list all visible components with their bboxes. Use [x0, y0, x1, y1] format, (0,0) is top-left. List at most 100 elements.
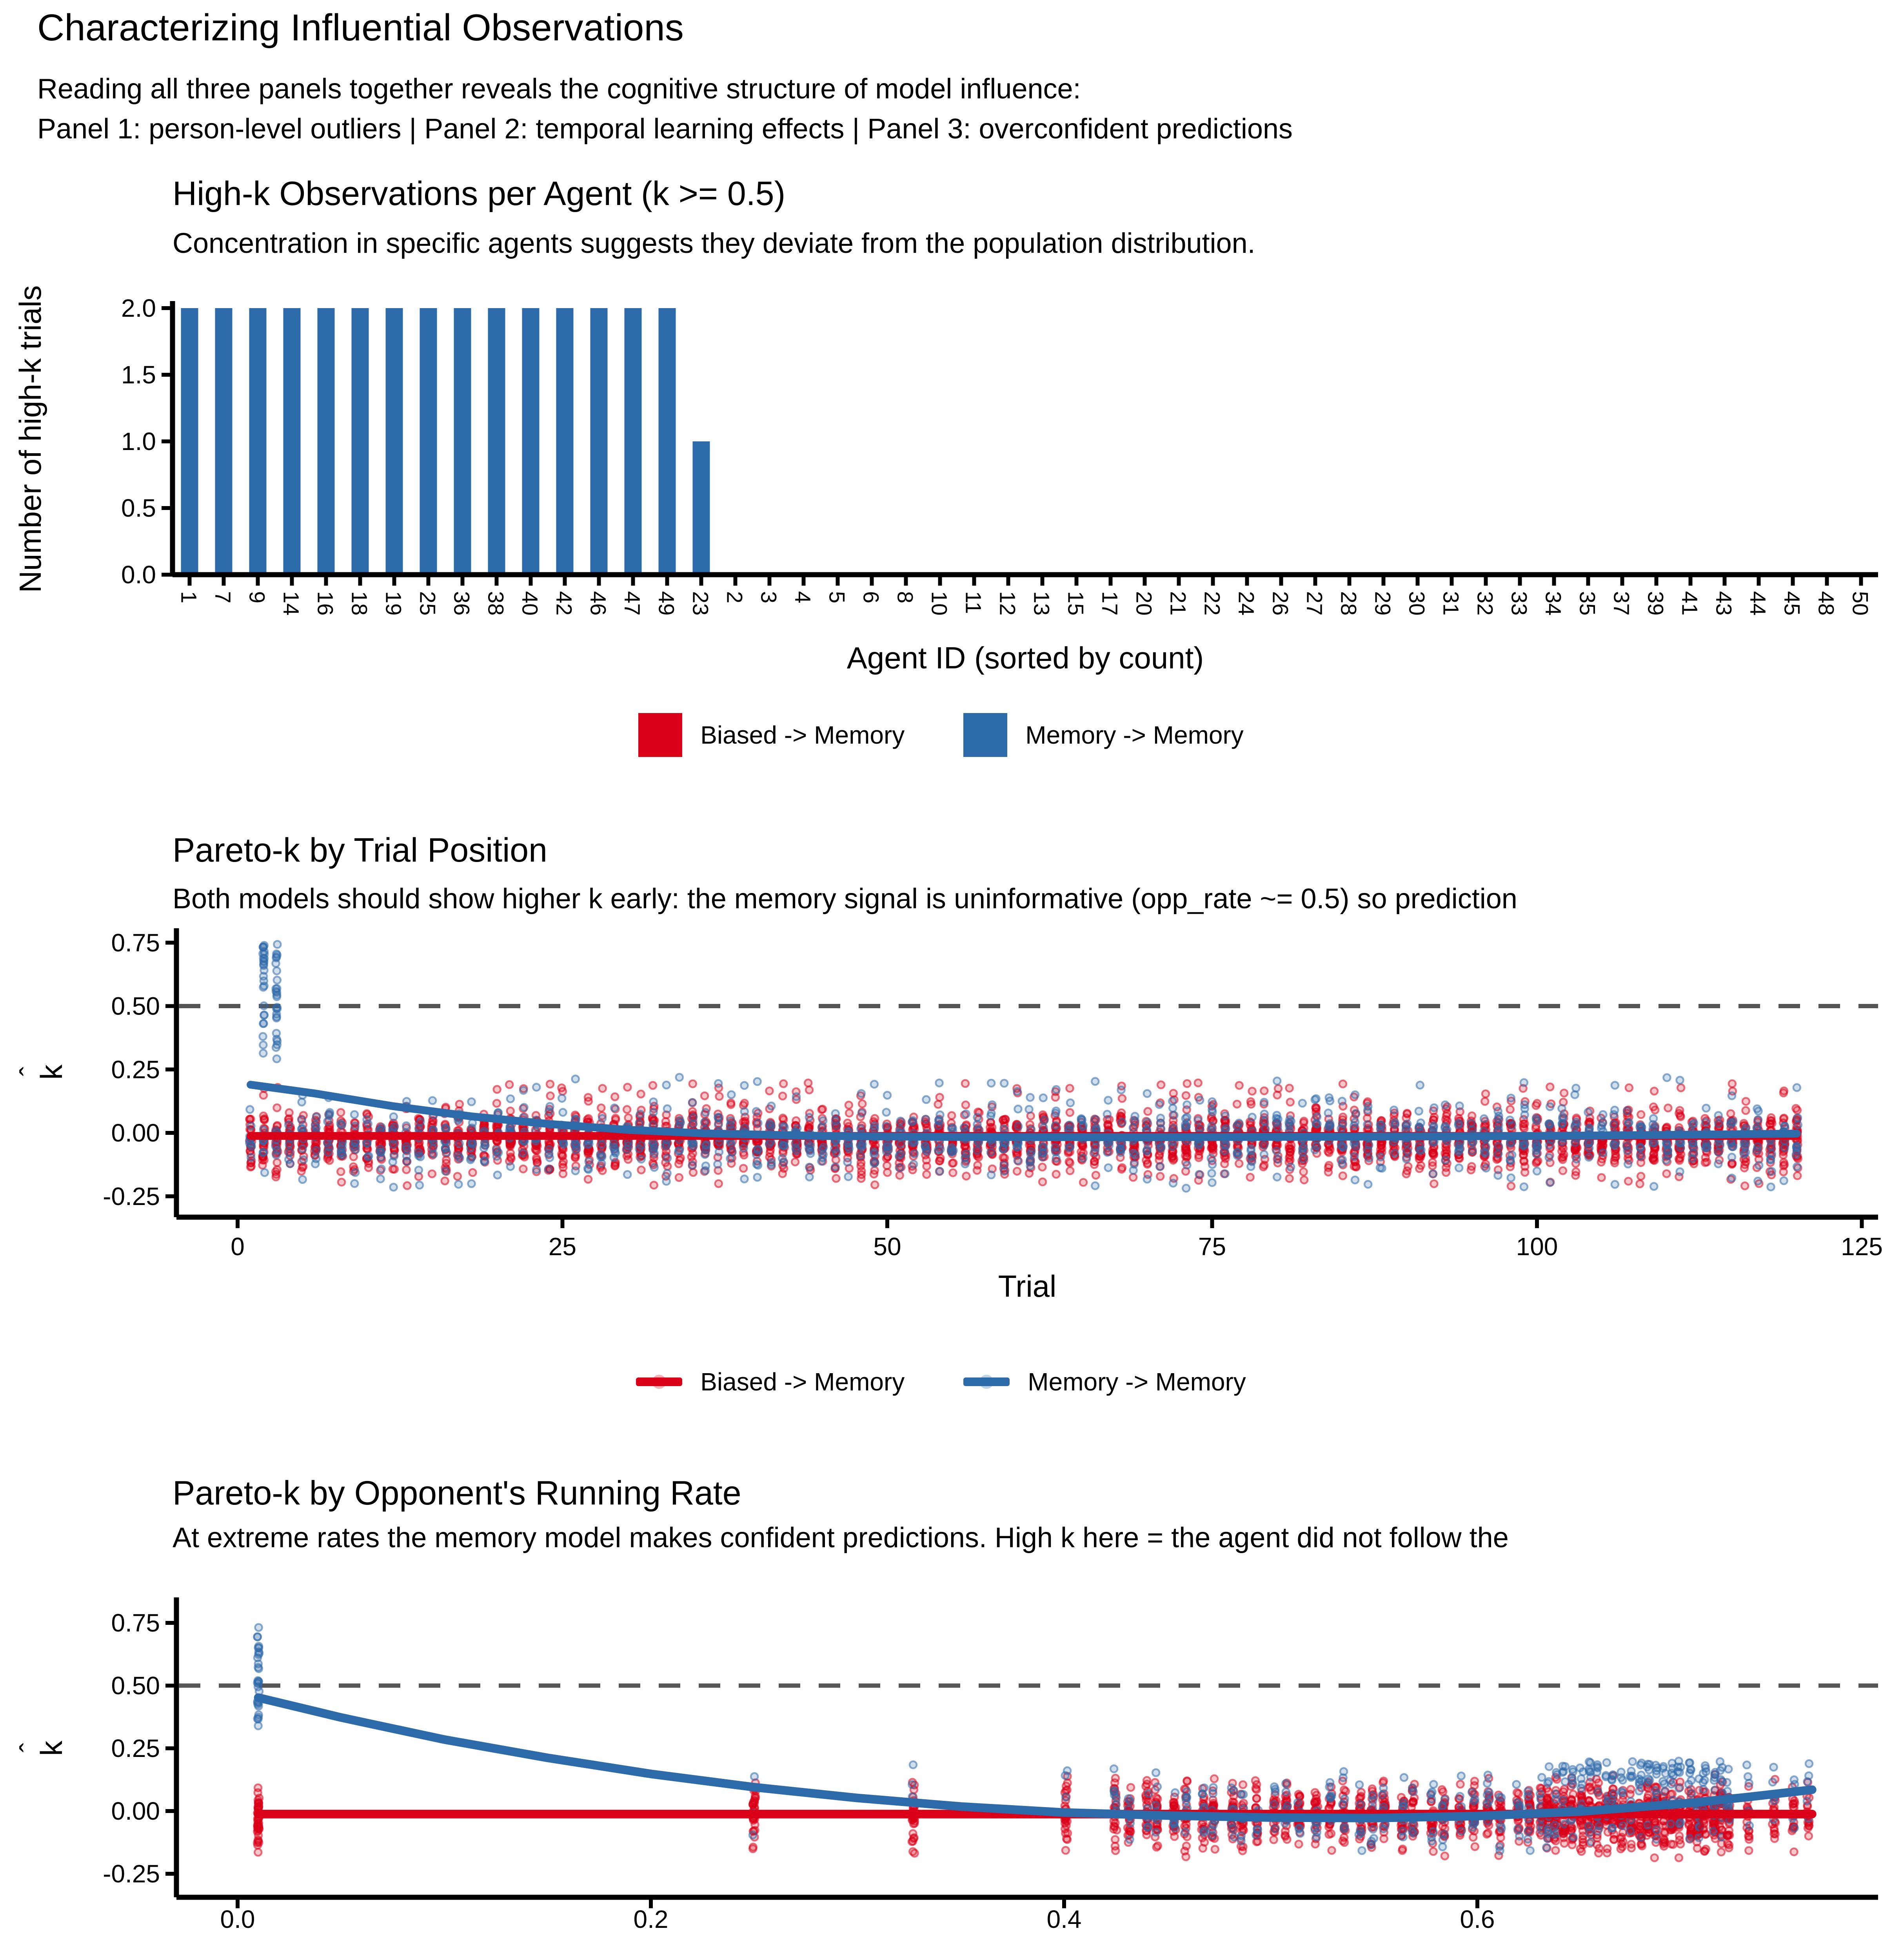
svg-text:37: 37	[1610, 591, 1634, 615]
legend-label: Memory -> Memory	[1028, 1368, 1246, 1396]
svg-text:39: 39	[1644, 591, 1668, 615]
svg-text:2.0: 2.0	[121, 294, 156, 322]
svg-text:23: 23	[688, 591, 713, 615]
svg-text:30: 30	[1405, 591, 1430, 615]
svg-text:10: 10	[927, 591, 952, 615]
svg-text:4: 4	[791, 591, 816, 603]
svg-text:0.50: 0.50	[111, 1671, 160, 1700]
svg-text:0.25: 0.25	[111, 1055, 160, 1083]
panel2-title: Pareto-k by Trial Position	[173, 831, 547, 869]
bar-agent-16	[317, 308, 335, 575]
svg-text:50: 50	[873, 1232, 901, 1261]
svg-text:1.0: 1.0	[121, 427, 156, 456]
svg-text:16: 16	[313, 591, 338, 615]
svg-text:42: 42	[552, 591, 577, 615]
bar-agent-23	[692, 441, 710, 575]
bar-agent-49	[658, 308, 676, 575]
svg-text:19: 19	[381, 591, 406, 615]
legend-item-red: Biased -> Memory	[638, 713, 905, 757]
svg-text:k: k	[34, 1064, 69, 1080]
bar-agent-47	[624, 308, 642, 575]
svg-text:0.5: 0.5	[121, 494, 156, 522]
svg-text:33: 33	[1507, 591, 1532, 615]
svg-text:29: 29	[1371, 591, 1395, 615]
svg-text:36: 36	[450, 591, 474, 615]
page-title: Characterizing Influential Observations	[37, 7, 684, 49]
svg-text:Trial: Trial	[998, 1269, 1057, 1303]
svg-text:49: 49	[654, 591, 679, 615]
panel1-legend: Biased -> Memory Memory -> Memory	[0, 710, 1882, 760]
svg-text:5: 5	[825, 591, 850, 603]
svg-text:0.4: 0.4	[1047, 1905, 1082, 1933]
svg-text:32: 32	[1473, 591, 1498, 615]
axes: kˆ0.750.500.250.00-0.250.00.20.40.6Oppon…	[15, 1597, 1878, 1960]
bar-agent-46	[590, 308, 608, 575]
axes: kˆ 0.75 0.50 0.25 0.00 -0.25 0 25 50 75 100 125 Tria…	[15, 928, 1882, 1303]
svg-text:0.75: 0.75	[111, 1609, 160, 1637]
svg-text:0: 0	[231, 1232, 245, 1261]
legend-item-blue: Memory -> Memory	[963, 1367, 1246, 1396]
svg-text:18: 18	[347, 591, 372, 615]
legend-key-line-red	[636, 1370, 683, 1394]
panel3-title: Pareto-k by Opponent's Running Rate	[173, 1474, 741, 1512]
svg-text:100: 100	[1516, 1232, 1558, 1261]
svg-text:28: 28	[1337, 591, 1361, 615]
svg-text:0.00: 0.00	[111, 1119, 160, 1147]
svg-text:0.0: 0.0	[121, 561, 156, 589]
svg-text:27: 27	[1303, 591, 1327, 615]
svg-text:Number of high-k trials: Number of high-k trials	[13, 285, 47, 593]
bar-agent-38	[488, 308, 505, 575]
page-subtitle-line1: Reading all three panels together reveal…	[37, 73, 1081, 105]
points	[245, 940, 1803, 1193]
svg-text:25: 25	[416, 591, 440, 615]
svg-text:17: 17	[1098, 591, 1123, 615]
x-axis: 1 7 9 14 16 18 19 25 36 38 40 42 46 47 49 23 2 3 4 5 6 8 10 11 1…	[173, 572, 1878, 675]
bar-agent-40	[522, 308, 540, 575]
bar-agent-9	[249, 308, 267, 575]
panel1-subtitle: Concentration in specific agents suggest…	[173, 228, 1255, 259]
panel2-legend: Biased -> Memory Memory -> Memory	[0, 1360, 1882, 1403]
panel3-subtitle: At extreme rates the memory model makes …	[173, 1522, 1509, 1553]
panel2-subtitle: Both models should show higher k early: …	[173, 883, 1517, 915]
svg-text:47: 47	[620, 591, 645, 615]
svg-text:14: 14	[279, 591, 304, 615]
bars	[181, 308, 710, 575]
svg-text:0.00: 0.00	[111, 1797, 160, 1825]
bar-agent-14	[283, 308, 301, 575]
svg-text:21: 21	[1166, 591, 1191, 615]
svg-text:41: 41	[1678, 591, 1702, 615]
bar-agent-1	[181, 308, 198, 575]
svg-text:1: 1	[177, 591, 202, 603]
svg-text:0.2: 0.2	[634, 1905, 669, 1933]
scatter-chart-pareto-k-by-trial: kˆ 0.75 0.50 0.25 0.00 -0.25 0 25 50 75 100 125 Tria…	[15, 928, 1882, 1303]
svg-text:24: 24	[1234, 591, 1259, 615]
svg-text:0.25: 0.25	[111, 1734, 160, 1762]
page-subtitle-line2: Panel 1: person-level outliers | Panel 2…	[37, 113, 1293, 145]
y-axis-label: kˆ	[15, 1740, 69, 1756]
smooth-lines	[254, 1693, 1817, 1822]
svg-text:ˆ: ˆ	[15, 1067, 46, 1076]
svg-text:11: 11	[961, 591, 986, 614]
bar-agent-19	[385, 308, 403, 575]
svg-text:8: 8	[893, 591, 918, 603]
svg-text:43: 43	[1712, 591, 1737, 615]
svg-text:75: 75	[1198, 1232, 1226, 1261]
svg-text:0.50: 0.50	[111, 992, 160, 1020]
svg-text:25: 25	[549, 1232, 576, 1261]
legend-label: Biased -> Memory	[700, 1368, 905, 1396]
bar-agent-25	[420, 308, 437, 575]
svg-text:2: 2	[723, 591, 747, 603]
panel1-plot: Number of high-k trials 0.0 0.5 1.0 1.5 2.0 1 7…	[13, 285, 1878, 675]
smooth-lines	[247, 1081, 1801, 1141]
svg-text:35: 35	[1575, 591, 1600, 615]
legend-key-line-blue	[963, 1370, 1010, 1394]
legend-label: Memory -> Memory	[1025, 721, 1244, 749]
legend-label: Biased -> Memory	[700, 721, 905, 749]
svg-text:9: 9	[245, 591, 270, 603]
svg-text:26: 26	[1268, 591, 1293, 615]
svg-text:45: 45	[1780, 591, 1805, 615]
svg-text:13: 13	[1030, 591, 1054, 615]
y-axis-label: kˆ	[15, 1064, 69, 1080]
svg-text:20: 20	[1132, 591, 1157, 615]
svg-text:7: 7	[211, 591, 236, 603]
